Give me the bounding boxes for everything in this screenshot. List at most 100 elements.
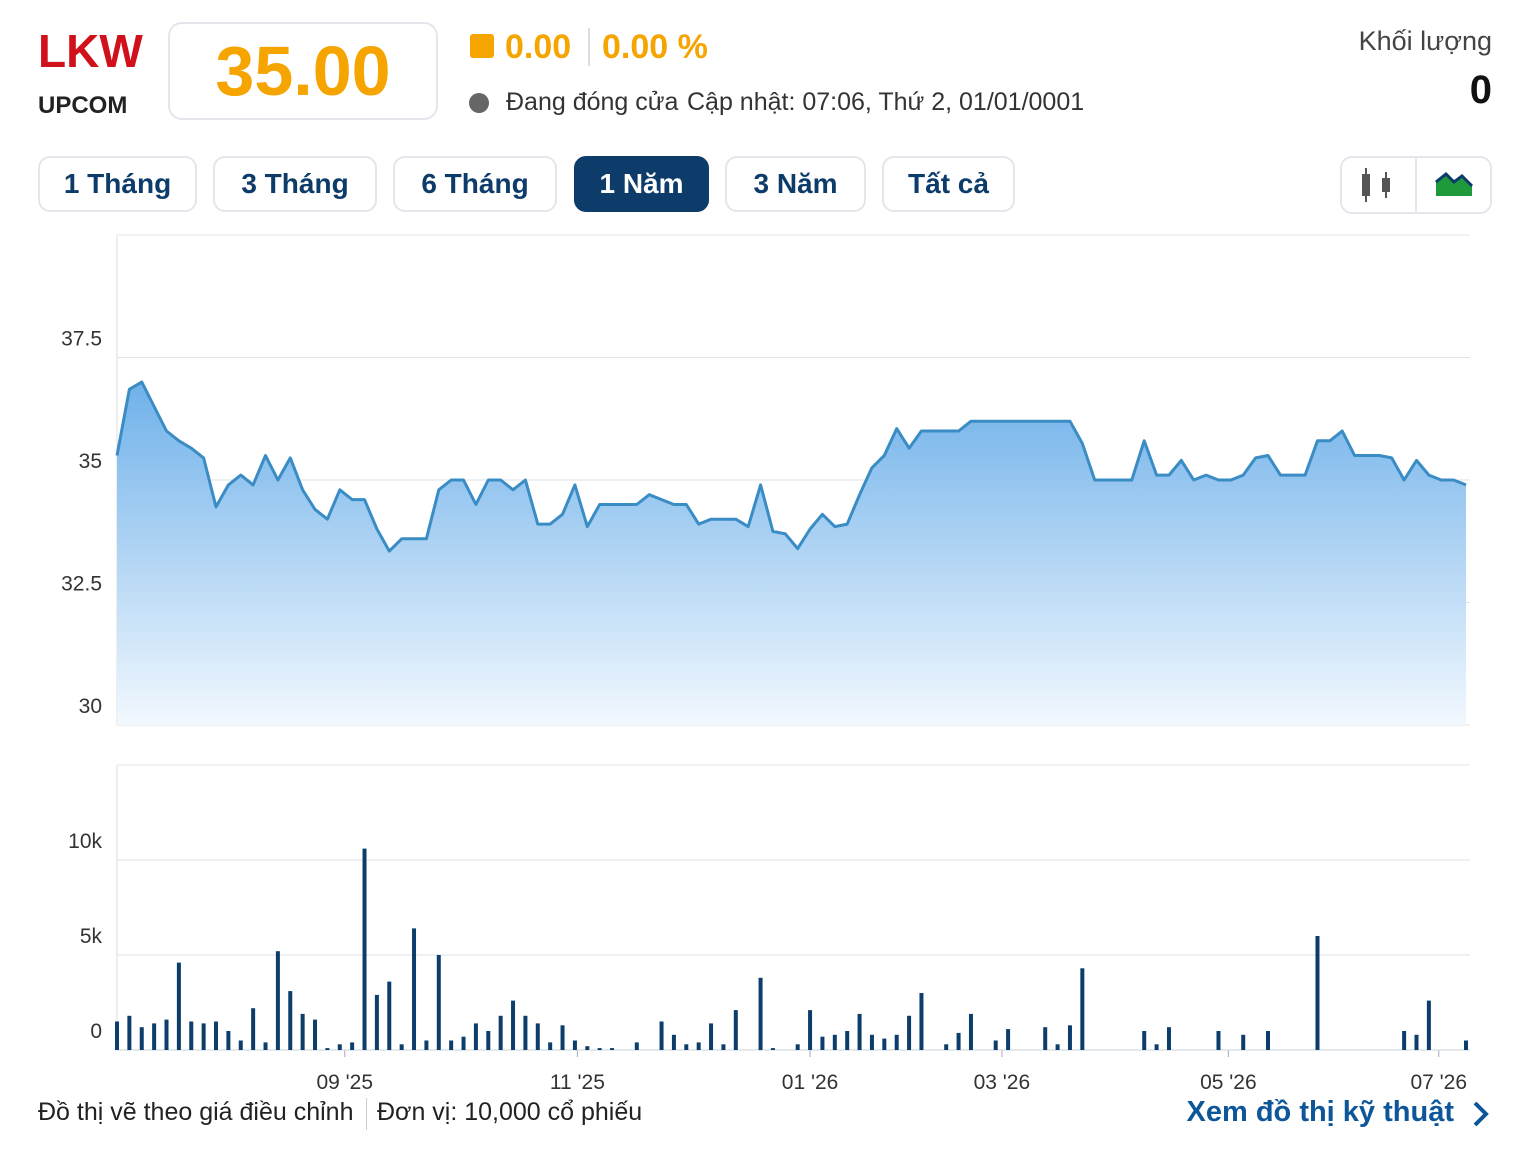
volume-bar (1080, 968, 1085, 1050)
y-tick-label: 10k (68, 830, 102, 853)
volume-bar (907, 1015, 912, 1050)
volume-bar (894, 1034, 899, 1050)
volume-bar (709, 1023, 714, 1050)
volume-bar (350, 1042, 355, 1050)
range-button[interactable]: Tất cả (882, 156, 1015, 212)
volume-bar (684, 1044, 689, 1050)
volume-bar (572, 1040, 577, 1050)
volume-bar (473, 1023, 478, 1050)
link-arrow[interactable] (1470, 1100, 1492, 1128)
change: 0.00 (505, 28, 572, 66)
technical-link[interactable]: Xem đồ thị kỹ thuật (1186, 1096, 1454, 1128)
volume-bar (238, 1040, 243, 1050)
x-tick-label: 01 '26 (782, 1071, 839, 1094)
volume-bar (424, 1040, 429, 1050)
y-tick-label: 0 (90, 1020, 102, 1043)
volume-bar (832, 1034, 837, 1050)
divider (366, 1098, 367, 1130)
range-button[interactable]: 3 Tháng (213, 156, 377, 212)
volume-bar (1216, 1031, 1221, 1050)
volume-bar (399, 1044, 404, 1050)
volume-bar (362, 848, 367, 1050)
volume-bar (795, 1044, 800, 1050)
volume-bar (1414, 1034, 1419, 1050)
footer-note: Đồ thị vẽ theo giá điều chỉnh (38, 1098, 354, 1126)
range-button[interactable]: 6 Tháng (393, 156, 557, 212)
volume-bar (139, 1027, 144, 1050)
volume-bar (1006, 1029, 1011, 1050)
x-tick-label: 03 '26 (974, 1071, 1031, 1094)
price: 35.00 (168, 22, 438, 120)
range-button[interactable]: 1 Tháng (38, 156, 197, 212)
volume-bar (585, 1046, 590, 1050)
volume-bar (251, 1008, 256, 1050)
volume-bar (176, 962, 181, 1050)
volume-bar (944, 1044, 949, 1050)
volume-bar (560, 1025, 565, 1050)
chart-type-toggle (1340, 156, 1492, 214)
volume-bar (758, 977, 763, 1050)
volume-bar (770, 1048, 775, 1050)
volume-bar (461, 1036, 466, 1050)
volume-bar (733, 1010, 738, 1050)
volume-bar (857, 1013, 862, 1050)
volume-bar (548, 1042, 553, 1050)
exchange: UPCOM (38, 92, 128, 119)
volume-bar (436, 955, 441, 1050)
footer-unit: Đơn vị: 10,000 cổ phiếu (377, 1098, 643, 1126)
x-tick-label: 11 '25 (550, 1071, 605, 1094)
volume-bar (214, 1021, 219, 1050)
x-tick-label: 09 '25 (316, 1071, 373, 1094)
volume: 0 (1469, 68, 1492, 112)
volume-bar (164, 1019, 169, 1050)
volume-bar (1241, 1034, 1246, 1050)
volume-bar (721, 1044, 726, 1050)
volume-bar (820, 1036, 825, 1050)
volume-bar (374, 994, 379, 1050)
y-tick-label: 30 (79, 695, 102, 718)
volume-label: Khối lượng (1358, 26, 1492, 56)
x-tick-label: 05 '26 (1200, 1071, 1257, 1094)
chart-type-icons[interactable] (1342, 158, 1492, 214)
y-tick-label: 32.5 (61, 573, 102, 596)
volume-bar (152, 1023, 157, 1050)
volume-bar (325, 1048, 330, 1050)
range-button[interactable]: 3 Năm (725, 156, 866, 212)
volume-bar (610, 1048, 615, 1050)
volume-bar (313, 1019, 318, 1050)
divider (588, 28, 590, 66)
volume-bar (671, 1034, 676, 1050)
volume-bar (1265, 1031, 1270, 1050)
volume-bar (288, 991, 293, 1050)
volume-bar (1402, 1031, 1407, 1050)
volume-bar (1154, 1044, 1159, 1050)
volume-bar (486, 1031, 491, 1050)
volume-bar (1043, 1027, 1048, 1050)
volume-bar (412, 928, 417, 1050)
volume-bar (919, 993, 924, 1050)
range-button[interactable]: 1 Năm (574, 156, 709, 212)
volume-bar (1142, 1031, 1147, 1050)
updated: Cập nhật: 07:06, Thứ 2, 01/01/0001 (687, 88, 1085, 116)
volume-bar (869, 1034, 874, 1050)
volume-bar (498, 1015, 503, 1050)
volume-bar (659, 1021, 664, 1050)
volume-bar (882, 1038, 887, 1050)
x-tick-label: 07 '26 (1410, 1071, 1467, 1094)
volume-bar (696, 1042, 701, 1050)
volume-bar (387, 981, 392, 1050)
volume-bar (201, 1023, 206, 1050)
y-tick-label: 5k (80, 925, 103, 948)
volume-bar (956, 1032, 961, 1050)
volume-bar (845, 1031, 850, 1050)
volume-bar (127, 1015, 132, 1050)
volume-bar (115, 1021, 119, 1050)
volume-bar (449, 1040, 454, 1050)
volume-bar (634, 1042, 639, 1050)
volume-bar (993, 1040, 998, 1050)
ticker: LKW (38, 25, 143, 77)
change-icon (470, 34, 494, 58)
volume-bar (226, 1031, 231, 1050)
volume-bar (189, 1021, 194, 1050)
